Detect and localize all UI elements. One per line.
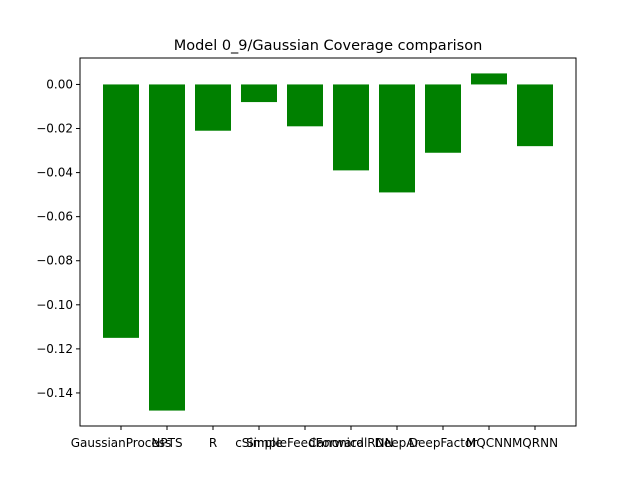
bar-GaussianProcess [103,84,139,338]
x-tick-label: GaussianProcess [71,436,172,450]
bar-MQRNN [517,84,553,147]
x-tick-label: CanonicalRNN [308,436,393,450]
bar-NPTS [149,84,185,411]
y-tick-label: −0.10 [36,298,73,312]
y-tick-label: −0.02 [36,122,73,136]
bar-cSimple [241,84,277,103]
x-tick-label: cSimple [235,436,283,450]
y-tick-label: −0.08 [36,254,73,268]
bar-CanonicalRNN [333,84,369,171]
x-tick-label: R [209,436,217,450]
x-tick-label: MQCNN [466,436,512,450]
bar-MQCNN [471,73,507,85]
x-tick-label: DeepAr [375,436,420,450]
chart-title: Model 0_9/Gaussian Coverage comparison [174,38,483,54]
y-tick-label: −0.12 [36,342,73,356]
y-tick-label: 0.00 [46,77,73,91]
bar-R [195,84,231,131]
y-axis: 0.00 −0.02 −0.04 −0.06 −0.08 −0.10 −0.12 −0.14 [36,77,80,400]
bars-group [103,73,553,411]
bar-DeepAr [379,84,415,193]
plot-frame [79,57,577,427]
x-tick-label: MQRNN [512,436,558,450]
y-tick-label: −0.14 [36,386,73,400]
x-tick-label: SimpleFeedForward [246,436,364,450]
y-tick-label: −0.06 [36,210,73,224]
bar-DeepFactor [425,84,461,153]
y-tick-label: −0.04 [36,166,73,180]
x-tick-label: NPTS [151,436,182,450]
bar-SimpleFeedForward [287,84,323,127]
x-tick-label: DeepFactor [409,436,477,450]
